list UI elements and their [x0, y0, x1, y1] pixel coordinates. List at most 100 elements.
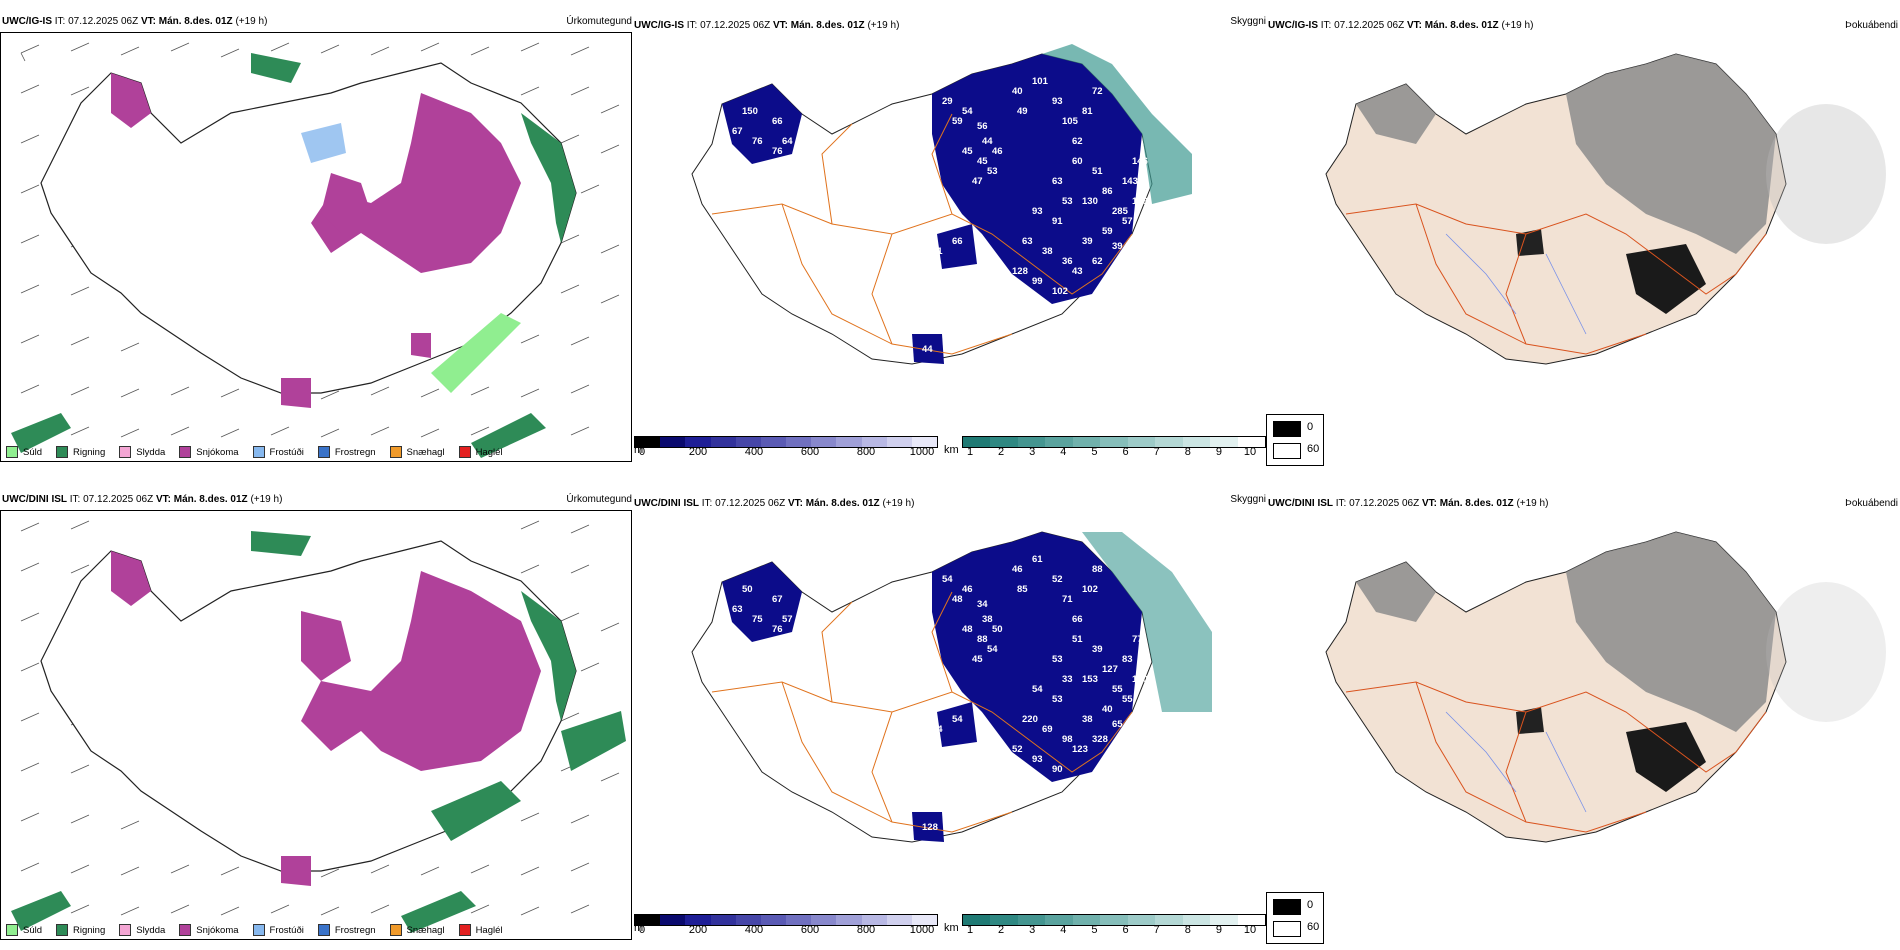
vis-scale-swatch [1127, 437, 1156, 447]
fog-map [1325, 53, 1886, 365]
visibility-value-label: 285 [1112, 206, 1129, 217]
height-scale-tick-label: 600 [800, 446, 820, 458]
precip-panel-top: UWC/IG-IS IT: 07.12.2025 06Z VT: Mán. 8.… [0, 14, 632, 464]
visibility-value-label: 99 [1032, 276, 1043, 287]
visibility-value-label: 63 [1022, 236, 1033, 247]
visibility-value-label: 40 [1102, 704, 1113, 715]
row-top: UWC/IG-IS IT: 07.12.2025 06Z VT: Mán. 8.… [0, 0, 1900, 470]
it-value: 07.12.2025 06Z [715, 498, 786, 509]
precip-header: UWC/DINI ISL IT: 07.12.2025 06Z VT: Mán.… [2, 492, 634, 508]
lead-time: (+19 h) [250, 494, 283, 505]
vis-scale-swatch [1072, 915, 1101, 925]
vis-scale-swatch [1182, 437, 1211, 447]
height-scale-swatch [685, 437, 711, 447]
height-scale-swatch [735, 915, 761, 925]
visibility-value-label: 49 [1017, 106, 1028, 117]
vis-scale-tick-label: 9 [1215, 924, 1222, 936]
it-label: IT: [701, 498, 713, 509]
visibility-value-label: 93 [1032, 206, 1043, 217]
visibility-value-label: 220 [1022, 714, 1038, 725]
snow-region-south [281, 856, 311, 886]
visibility-value-label: 12 [1072, 316, 1083, 327]
legend-item-sudl: Súld [6, 924, 42, 936]
height-scale-tick-label: 200 [688, 446, 708, 458]
lead-time: (+19 h) [882, 498, 915, 509]
height-scale-swatch [735, 437, 761, 447]
wind-barbs [20, 42, 620, 438]
visibility-value-label: 80 [962, 764, 973, 775]
visibility-value-label: 45 [962, 146, 973, 157]
visibility-value-label: 101 [1032, 76, 1049, 87]
vis-low-west [722, 562, 802, 642]
height-unit: m [634, 444, 644, 456]
vt-label: VT: [140, 16, 156, 27]
visibility-value-label: 66 [952, 236, 963, 247]
legend-item-sudl: Súld [6, 446, 42, 458]
vis-scale-swatch [990, 915, 1018, 925]
vis-scale-tick-label: 8 [1184, 924, 1191, 936]
visibility-value-label: 40 [1012, 86, 1023, 97]
vis-scale-swatch [963, 915, 991, 925]
fog-legend-bottom-label: 60 [1307, 921, 1320, 933]
visibility-value-label: 44 [932, 724, 943, 735]
visibility-panel-top: UWC/IG-IS IT: 07.12.2025 06Z VT: Mán. 8.… [632, 14, 1266, 464]
vis-header: UWC/DINI ISL IT: 07.12.2025 06Z VT: Mán.… [634, 494, 1268, 512]
visibility-value-label: 53 [1052, 694, 1063, 705]
height-scale-swatch [911, 437, 938, 447]
visibility-map: 5067576375766679115448463438504888544546… [691, 531, 1212, 843]
visibility-value-label: 50 [1052, 306, 1063, 317]
visibility-value-label: 81 [932, 246, 943, 257]
vis-scale-swatch [1182, 915, 1211, 925]
rain-region-e [561, 711, 626, 771]
vis-scale-tick-label: 5 [1091, 446, 1098, 458]
vis-low-north [932, 532, 1142, 782]
vt-label: VT: [1421, 498, 1437, 509]
visibility-value-label: 60 [1072, 156, 1083, 167]
vis-header: UWC/IG-IS IT: 07.12.2025 06Z VT: Mán. 8.… [634, 16, 1268, 34]
height-unit: m [634, 922, 644, 934]
visibility-value-label: 90 [1052, 764, 1063, 775]
snow-region-north [301, 571, 541, 771]
visibility-value-label: 43 [1072, 266, 1083, 277]
visibility-value-label: 53 [987, 166, 998, 177]
visibility-value-label: 116 [732, 196, 747, 207]
height-scale-swatch [911, 915, 938, 925]
visibility-value-label: 46 [962, 584, 973, 595]
vt-value: Mán. 8.des. 01Z [790, 20, 865, 31]
visibility-value-label: 57 [1122, 216, 1133, 227]
visibility-value-label: 45 [977, 156, 988, 167]
vis-scale-swatch [1237, 437, 1265, 447]
rain-region-sw [11, 891, 71, 931]
visibility-value-label: 196 [1072, 794, 1088, 805]
visibility-value-label: 46 [992, 146, 1003, 157]
height-scale-swatch [786, 437, 812, 447]
visibility-value-label: 131 [1092, 296, 1109, 307]
vis-low-center [937, 702, 977, 747]
visibility-value-label: 43 [982, 754, 993, 765]
visibility-value-label: 57 [782, 614, 793, 625]
vis-scale-swatch [1017, 915, 1046, 925]
precip-map-frame [0, 32, 632, 462]
fog-grey-north [1566, 54, 1776, 254]
visibility-value-label: 93 [1052, 96, 1063, 107]
visibility-value-label: 51 [1092, 166, 1103, 177]
visibility-panel-bottom: UWC/DINI ISL IT: 07.12.2025 06Z VT: Mán.… [632, 492, 1266, 942]
vt-value: Mán. 8.des. 01Z [1439, 498, 1514, 509]
visibility-value-label: 71 [1062, 594, 1073, 605]
visibility-value-label: 38 [982, 614, 993, 625]
visibility-labels: 1506664677676801091162959545644464545534… [732, 76, 1148, 355]
rain-region-s [401, 891, 476, 933]
visibility-value-label: 63 [1052, 176, 1063, 187]
snow-region-east [321, 173, 371, 233]
height-scale-bar [634, 914, 938, 926]
rain-region-ne [521, 113, 576, 243]
roads [1345, 203, 1767, 355]
lead-time: (+19 h) [1501, 20, 1534, 31]
model-name: UWC/DINI ISL [2, 494, 67, 505]
it-label: IT: [69, 494, 81, 505]
visibility-value-label: 47 [972, 176, 983, 187]
height-scale-swatch [660, 915, 686, 925]
visibility-value-label: 86 [1102, 186, 1113, 197]
visibility-value-label: 65 [1112, 719, 1123, 730]
visibility-value-label: 50 [992, 624, 1003, 635]
